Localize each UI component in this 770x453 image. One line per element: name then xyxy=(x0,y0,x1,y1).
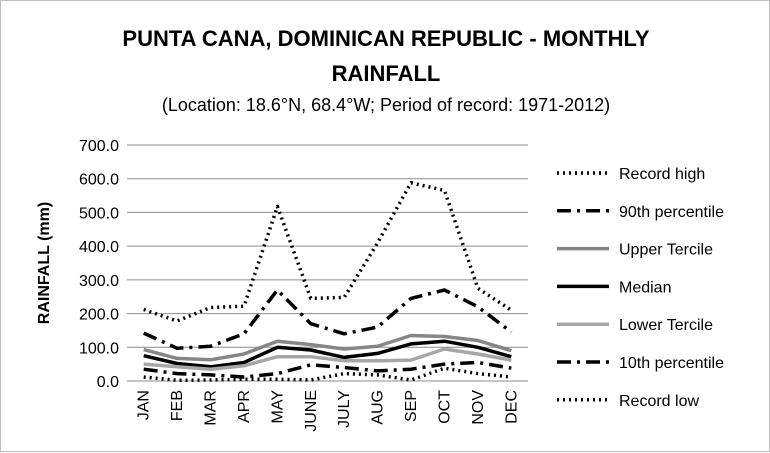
y-tick-label: 0.0 xyxy=(97,374,119,391)
series-line-lower-tercile xyxy=(143,347,512,371)
legend-label: 90th percentile xyxy=(619,204,724,221)
legend-label: Lower Tercile xyxy=(619,317,713,334)
x-tick-label: JAN xyxy=(136,390,153,420)
chart-title-line2: RAINFALL xyxy=(332,61,441,86)
x-tick-labels: JAN FEB MAR APR MAY JUNE JULY AUG SEP OCT NOV DEC xyxy=(136,390,521,432)
y-tick-label: 400.0 xyxy=(79,239,119,256)
x-tick-label: FEB xyxy=(169,390,186,421)
legend-label: Median xyxy=(619,279,671,296)
y-tick-label: 100.0 xyxy=(79,340,119,357)
y-tick-labels: 0.0 100.0 200.0 300.0 400.0 500.0 600.0 700.0 xyxy=(79,138,119,391)
y-axis-label: RAINFALL (mm) xyxy=(36,202,53,324)
x-tick-label: MAY xyxy=(269,390,286,424)
series-line-90th-percentile xyxy=(142,288,513,351)
series-line-upper-tercile xyxy=(143,333,512,362)
series-line-record-high xyxy=(143,181,513,323)
x-tick-label: OCT xyxy=(436,390,453,424)
x-tick-label: MAR xyxy=(203,390,220,426)
y-tick-label: 700.0 xyxy=(79,138,119,155)
legend-label: 10th percentile xyxy=(619,355,724,372)
legend-label: Record low xyxy=(619,393,699,410)
x-tick-label: DEC xyxy=(503,390,520,424)
legend-label: Upper Tercile xyxy=(619,242,713,259)
y-tick-label: 600.0 xyxy=(79,172,119,189)
series-line-10th-percentile xyxy=(143,360,512,379)
y-tick-label: 300.0 xyxy=(79,273,119,290)
series-line-record-low xyxy=(143,366,512,383)
x-tick-label: NOV xyxy=(470,390,487,425)
y-tick-label: 500.0 xyxy=(79,205,119,222)
x-tick-label: APR xyxy=(236,390,253,423)
legend-label: Record high xyxy=(619,166,705,183)
series-lines xyxy=(142,181,513,383)
x-tick-label: JULY xyxy=(336,390,353,428)
legend: Record high 90th percentile Upper Tercile M… xyxy=(557,166,724,410)
series-line-median xyxy=(143,339,512,369)
x-tick-label: JUNE xyxy=(303,390,320,432)
y-tick-label: 200.0 xyxy=(79,307,119,324)
x-tick-label: SEP xyxy=(403,390,420,422)
chart-title-line1: PUNTA CANA, DOMINICAN REPUBLIC - MONTHLY xyxy=(122,26,649,51)
chart-subtitle: (Location: 18.6°N, 68.4°W; Period of rec… xyxy=(162,95,610,115)
gridlines xyxy=(127,144,528,382)
x-tick-label: AUG xyxy=(370,390,387,425)
